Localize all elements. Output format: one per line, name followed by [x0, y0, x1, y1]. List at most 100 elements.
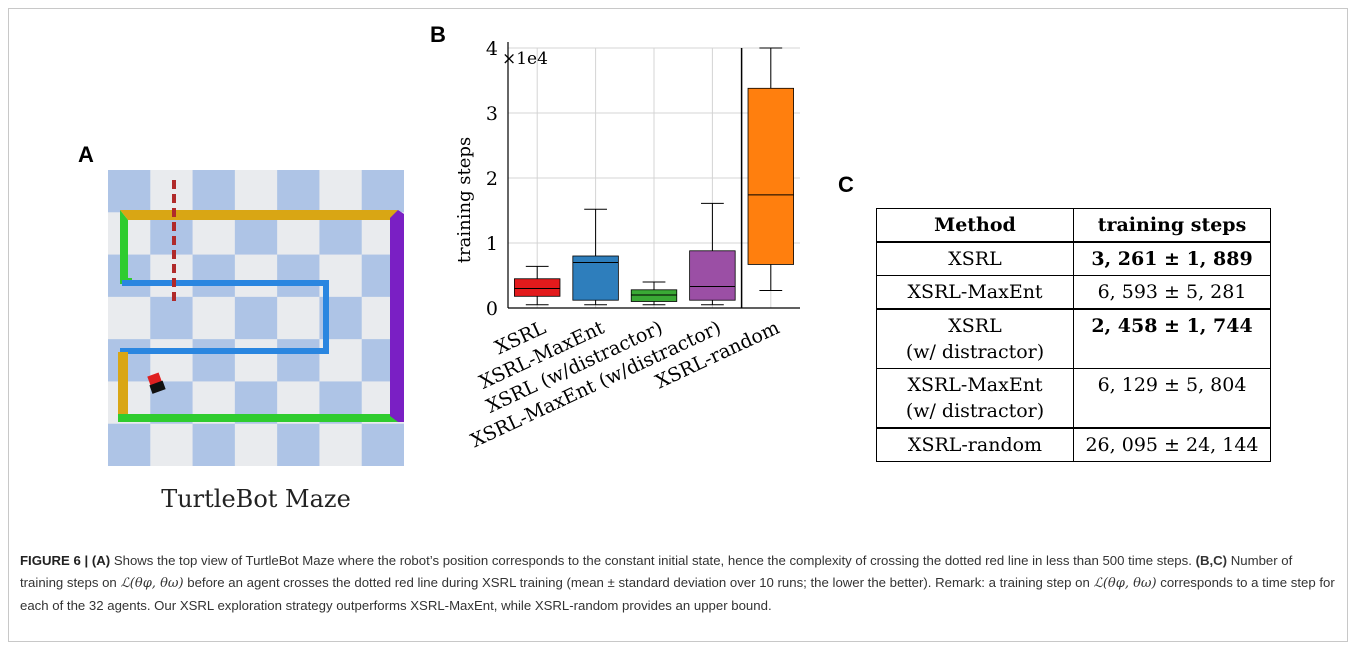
method-name: XSRL-random — [907, 434, 1043, 456]
box-iqr — [630, 289, 678, 302]
floor-tile — [192, 423, 236, 466]
figure-frame — [8, 8, 1348, 642]
header-training-steps: training steps — [1073, 208, 1271, 243]
y-tick-label: 4 — [486, 38, 498, 60]
panel-label-b: B — [430, 22, 446, 47]
table-row: XSRL-random 26, 095 ± 24, 144 — [876, 427, 1271, 462]
maze-caption: TurtleBot Maze — [161, 485, 351, 513]
floor-tile — [234, 254, 278, 298]
wall-inner-blue — [120, 280, 329, 354]
method-name: XSRL — [948, 248, 1002, 270]
box-iqr — [747, 87, 794, 265]
cell-training-steps: 26, 095 ± 24, 144 — [1073, 427, 1271, 462]
method-name: XSRL-MaxEnt — [907, 374, 1043, 396]
y-tick-label: 3 — [486, 103, 498, 125]
box-4 — [689, 202, 736, 306]
floor-tile — [108, 254, 151, 298]
caption-loss-symbol: ℒ(θφ, θω) — [120, 576, 184, 591]
floor-tile — [192, 254, 236, 298]
floor-tile — [234, 339, 278, 382]
floor-tile — [108, 296, 151, 340]
cell-method: XSRL-MaxEnt (w/ distractor) — [876, 368, 1074, 429]
floor-tile — [277, 339, 320, 382]
box-5 — [747, 47, 794, 291]
cell-training-steps: 2, 458 ± 1, 744 — [1073, 308, 1271, 369]
cell-method: XSRL (w/ distractor) — [876, 308, 1074, 369]
floor-tile — [108, 423, 151, 466]
wall-top-yellow — [120, 210, 398, 220]
floor-tile — [361, 170, 404, 213]
floor-tile — [108, 170, 151, 213]
floor-tile — [277, 170, 320, 213]
wall-left-green — [120, 210, 128, 282]
floor-tile — [319, 170, 363, 213]
turtlebot-robot — [147, 372, 166, 394]
maze-walls — [118, 210, 404, 422]
method-qualifier: (w/ distractor) — [905, 400, 1045, 422]
panel-label-a: A — [78, 142, 94, 167]
cell-method: XSRL — [876, 241, 1074, 276]
wall-right-purple — [390, 210, 404, 422]
turtlebot-maze-view — [108, 170, 404, 466]
floor-tile — [277, 423, 320, 466]
wall-left-yellow — [118, 352, 128, 422]
cell-method: XSRL-random — [876, 427, 1074, 462]
floor-tile — [192, 170, 236, 213]
y-multiplier-label: ×1e4 — [502, 49, 548, 69]
floor-tile — [192, 339, 236, 382]
box-iqr — [572, 255, 619, 301]
floor-tile — [150, 170, 194, 213]
method-name: XSRL-MaxEnt — [907, 281, 1043, 303]
y-axis-label: training steps — [454, 137, 475, 263]
table-row: XSRL-MaxEnt (w/ distractor) 6, 129 ± 5, 80… — [876, 368, 1271, 429]
caption-part-3: before an agent crosses the dotted red l… — [183, 575, 1094, 590]
table-header-row: Method training steps — [876, 208, 1271, 243]
table-row: XSRL 3, 261 ± 1, 889 — [876, 241, 1271, 276]
caption-loss-symbol-2: ℒ(θφ, θω) — [1093, 576, 1157, 591]
floor-tile — [192, 296, 236, 340]
floor-tile — [150, 254, 194, 298]
table-row: XSRL-MaxEnt 6, 593 ± 5, 281 — [876, 275, 1271, 310]
cell-training-steps: 6, 129 ± 5, 804 — [1073, 368, 1271, 429]
floor-tile — [361, 423, 404, 466]
caption-part-4: corresponds to a time step for each of t… — [20, 575, 1335, 613]
method-name: XSRL — [948, 315, 1002, 337]
floor-tile — [234, 296, 278, 340]
cell-training-steps: 3, 261 ± 1, 889 — [1073, 241, 1271, 276]
chart-axes — [507, 42, 800, 309]
y-tick-label: 0 — [486, 298, 498, 320]
method-qualifier: (w/ distractor) — [905, 341, 1045, 363]
floor-tile — [319, 423, 363, 466]
box-1 — [514, 265, 561, 306]
table-row: XSRL (w/ distractor) 2, 458 ± 1, 744 — [876, 308, 1271, 369]
caption-figure-label: FIGURE 6 | (A) — [20, 553, 111, 568]
y-tick-label: 2 — [486, 168, 498, 190]
figure-caption: FIGURE 6 | (A) Shows the top view of Tur… — [20, 550, 1336, 617]
y-tick-label: 1 — [486, 233, 498, 255]
results-table: Method training steps XSRL 3, 261 ± 1, 88… — [876, 208, 1271, 462]
floor-tile — [108, 339, 151, 382]
cell-training-steps: 6, 593 ± 5, 281 — [1073, 275, 1271, 310]
floor-tile — [277, 254, 320, 298]
table-body: XSRL 3, 261 ± 1, 889 XSRL-MaxEnt 6, 593 ± 5… — [876, 241, 1271, 462]
header-method: Method — [876, 208, 1074, 243]
floor-tile — [150, 423, 194, 466]
floor-tile — [150, 296, 194, 340]
box-iqr — [514, 278, 561, 297]
chart-boxes — [514, 47, 794, 306]
caption-bc-label: (B,C) — [1195, 553, 1228, 568]
floor-tile — [234, 423, 278, 466]
panel-label-c: C — [838, 172, 854, 197]
box-2 — [572, 208, 619, 306]
floor-tile — [277, 296, 320, 340]
cell-method: XSRL-MaxEnt — [876, 275, 1074, 310]
maze-floor-checkerboard — [108, 170, 404, 466]
wall-bottom-green — [118, 414, 398, 422]
floor-tile — [234, 170, 278, 213]
box-iqr — [689, 250, 736, 301]
caption-part-1: Shows the top view of TurtleBot Maze whe… — [110, 553, 1196, 568]
caption-part-2: Number of training steps on — [20, 553, 1293, 590]
box-3 — [630, 281, 678, 306]
